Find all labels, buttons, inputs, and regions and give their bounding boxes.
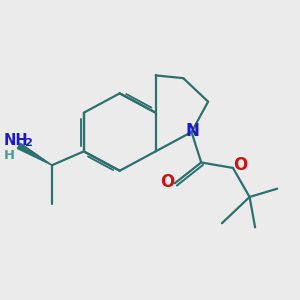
Text: H: H — [4, 149, 15, 162]
Text: O: O — [160, 173, 174, 191]
Polygon shape — [17, 143, 52, 165]
Text: NH: NH — [3, 134, 28, 148]
Text: 2: 2 — [24, 137, 32, 148]
Text: O: O — [234, 156, 248, 174]
Text: N: N — [186, 122, 200, 140]
